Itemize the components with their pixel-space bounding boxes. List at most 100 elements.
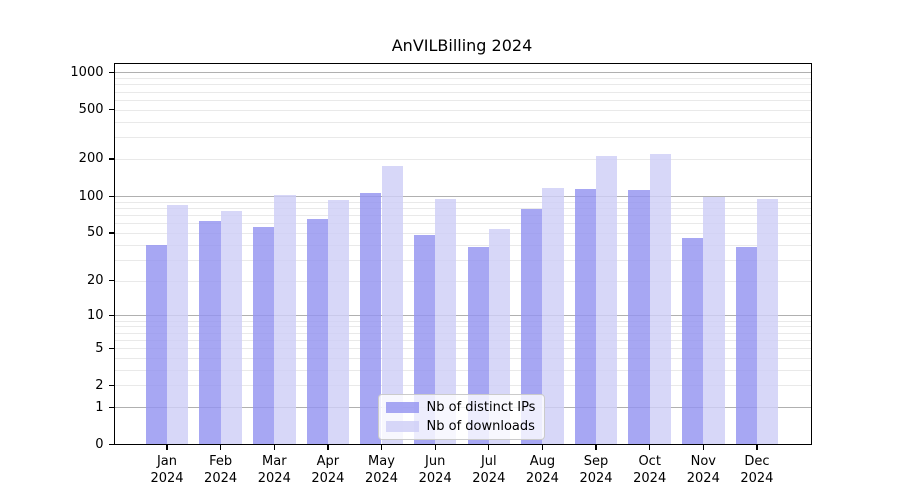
bar-downloads bbox=[327, 200, 350, 445]
y-tick-mark bbox=[108, 280, 114, 282]
x-tick-label-line: May bbox=[368, 453, 395, 469]
y-tick-mark bbox=[108, 406, 114, 408]
bar-downloads bbox=[274, 195, 296, 445]
chart-title: AnVILBilling 2024 bbox=[391, 36, 533, 55]
minor-gridline bbox=[113, 78, 812, 80]
minor-gridline bbox=[113, 158, 812, 160]
bar-downloads bbox=[703, 197, 725, 445]
x-tick-label-line: 2024 bbox=[418, 470, 452, 486]
x-tick-label: Apr 2024 bbox=[311, 453, 344, 487]
x-tick-label-line: 2024 bbox=[633, 470, 667, 486]
y-tick-label: 500 bbox=[78, 102, 104, 118]
y-tick-mark bbox=[108, 109, 114, 111]
x-tick-label: Feb 2024 bbox=[204, 453, 237, 487]
y-tick-mark bbox=[108, 195, 114, 197]
x-tick-label-line: 2024 bbox=[204, 470, 238, 486]
x-tick-mark bbox=[702, 444, 704, 450]
minor-gridline bbox=[113, 357, 812, 359]
x-tick-label-line: 2024 bbox=[686, 470, 720, 486]
bar-distinct-ips bbox=[628, 189, 650, 445]
y-tick-mark bbox=[108, 347, 114, 349]
minor-gridline bbox=[113, 339, 812, 341]
x-tick-mark bbox=[166, 444, 168, 450]
major-gridline bbox=[113, 196, 812, 197]
x-tick-label: Mar 2024 bbox=[258, 453, 291, 487]
minor-gridline bbox=[113, 369, 812, 371]
x-tick-label: Aug 2024 bbox=[526, 453, 559, 487]
bar-distinct-ips bbox=[306, 218, 328, 445]
bar-downloads bbox=[649, 153, 671, 445]
x-tick-label: Oct 2024 bbox=[633, 453, 666, 487]
minor-gridline bbox=[113, 214, 812, 216]
legend-label-distinct-ips: Nb of distinct IPs bbox=[426, 399, 536, 415]
x-tick-label-line: Aug bbox=[529, 453, 556, 469]
y-tick-label: 1000 bbox=[70, 64, 104, 80]
legend-item-downloads: Nb of downloads bbox=[385, 418, 539, 434]
y-tick-mark bbox=[108, 384, 114, 387]
major-gridline bbox=[113, 72, 812, 74]
bar-distinct-ips bbox=[360, 193, 382, 445]
minor-gridline bbox=[113, 332, 812, 334]
x-tick-label: Nov 2024 bbox=[687, 453, 720, 487]
y-tick-label: 0 bbox=[95, 437, 104, 452]
legend-swatch-downloads bbox=[385, 420, 419, 432]
x-tick-label-line: Nov bbox=[690, 453, 716, 469]
bar-downloads bbox=[488, 228, 511, 445]
bar-downloads bbox=[167, 204, 189, 445]
x-tick-label-line: 2024 bbox=[525, 470, 559, 486]
y-tick-label: 200 bbox=[78, 151, 104, 167]
x-tick-label-line: 2024 bbox=[740, 470, 774, 486]
x-tick-label-line: Sep bbox=[583, 453, 609, 469]
bar-downloads bbox=[756, 199, 779, 445]
x-tick-label-line: 2024 bbox=[364, 470, 399, 486]
x-tick-label: Dec 2024 bbox=[740, 453, 773, 487]
minor-gridline bbox=[113, 320, 812, 322]
legend-item-distinct-ips: Nb of distinct IPs bbox=[385, 399, 539, 415]
minor-gridline bbox=[113, 99, 812, 101]
legend: Nb of distinct IPs Nb of downloads bbox=[377, 393, 546, 440]
legend-label-downloads: Nb of downloads bbox=[426, 418, 535, 434]
minor-gridline bbox=[113, 223, 812, 225]
legend-swatch-distinct-ips bbox=[385, 401, 419, 413]
x-tick-label-line: 2024 bbox=[472, 470, 506, 486]
bar-distinct-ips bbox=[574, 189, 596, 445]
bar-downloads bbox=[435, 199, 457, 445]
x-tick-label-line: Jun bbox=[425, 453, 446, 469]
x-tick-label-line: Jul bbox=[480, 453, 497, 469]
minor-gridline bbox=[113, 91, 812, 93]
bar-downloads bbox=[220, 210, 242, 445]
plot-area: Nb of distinct IPs Nb of downloads 0 1 2 5 1… bbox=[70, 62, 812, 486]
bar-distinct-ips bbox=[413, 234, 436, 445]
x-tick-mark bbox=[380, 444, 383, 450]
x-tick-label-line: 2024 bbox=[257, 470, 291, 486]
major-gridline bbox=[113, 315, 812, 317]
x-tick-label-line: Dec bbox=[744, 453, 770, 469]
x-tick-label: Jun 2024 bbox=[419, 453, 452, 487]
bar-distinct-ips bbox=[145, 244, 167, 445]
minor-gridline bbox=[113, 137, 812, 139]
x-tick-mark bbox=[595, 444, 597, 450]
x-tick-label-line: Jan bbox=[156, 453, 178, 469]
y-tick-label: 50 bbox=[86, 225, 104, 241]
y-tick-label: 1 bbox=[95, 399, 104, 415]
minor-gridline bbox=[113, 326, 812, 328]
y-tick-mark bbox=[108, 158, 114, 160]
x-tick-label-line: Oct bbox=[638, 453, 661, 469]
x-tick-label: Sep 2024 bbox=[579, 453, 612, 487]
minor-gridline bbox=[113, 121, 812, 123]
x-tick-label-line: Mar bbox=[262, 453, 287, 469]
bar-distinct-ips bbox=[735, 247, 757, 445]
y-tick-label: 20 bbox=[86, 273, 104, 288]
minor-gridline bbox=[113, 348, 812, 349]
x-tick-mark bbox=[220, 444, 222, 450]
minor-gridline bbox=[113, 84, 812, 86]
y-tick-label: 2 bbox=[95, 377, 104, 393]
y-tick-mark bbox=[108, 232, 114, 234]
y-tick-label: 5 bbox=[95, 340, 104, 356]
minor-gridline bbox=[113, 280, 812, 282]
minor-gridline bbox=[113, 385, 812, 387]
x-tick-label-line: 2024 bbox=[579, 470, 613, 486]
y-tick-mark bbox=[108, 71, 114, 74]
x-tick-mark bbox=[756, 444, 758, 450]
